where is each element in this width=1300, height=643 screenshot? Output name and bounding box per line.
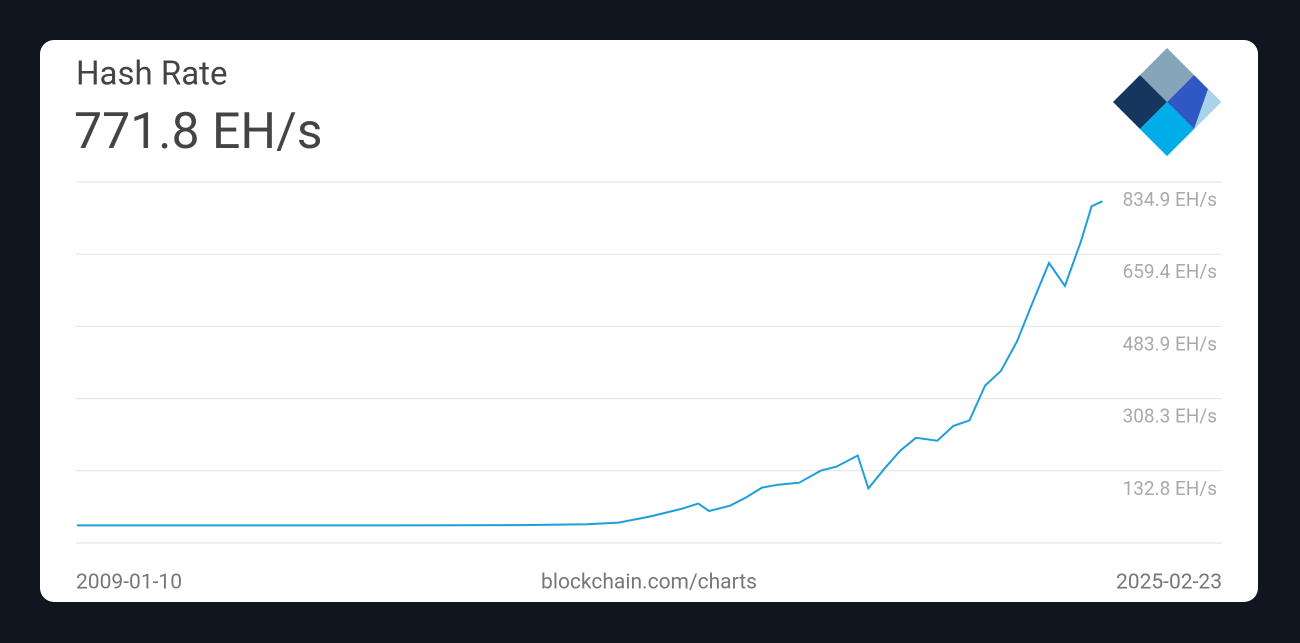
source: blockchain.com/charts [541,571,757,595]
current-value: 771.8 EH/s [74,103,323,161]
y-tick-label: 659.4 EH/s [1123,260,1217,283]
y-tick-label: 132.8 EH/s [1123,477,1217,500]
y-tick-label: 308.3 EH/s [1123,405,1217,428]
chart-title: Hash Rate [76,55,227,94]
y-tick-label: 483.9 EH/s [1123,332,1217,355]
card [40,40,1258,602]
data-line [76,200,1103,527]
x-start-label: 2009-01-10 [76,571,182,595]
x-end-label: 2025-02-23 [1116,571,1222,595]
y-tick-label: 834.9 EH/s [1123,188,1217,211]
logo [1113,48,1221,156]
